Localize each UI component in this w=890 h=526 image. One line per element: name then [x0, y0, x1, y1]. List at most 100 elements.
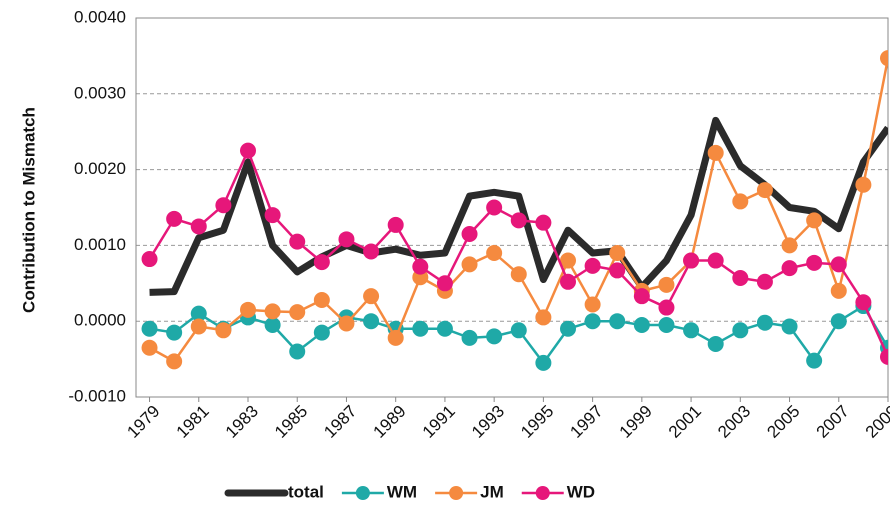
data-point [855, 294, 872, 311]
y-tick-label: 0.0040 [74, 7, 126, 26]
data-point [387, 216, 404, 233]
x-tick-label: 2007 [813, 402, 853, 442]
data-point [141, 339, 158, 356]
legend-marker [355, 486, 370, 500]
data-point [560, 252, 576, 269]
data-point [240, 142, 256, 159]
data-point [264, 207, 281, 224]
data-point [806, 212, 823, 229]
data-point [166, 210, 183, 227]
data-point [289, 233, 306, 250]
data-point [732, 269, 749, 286]
data-point [658, 316, 675, 333]
data-point [338, 315, 355, 332]
y-tick-label: 0.0030 [74, 83, 126, 102]
data-point [510, 212, 527, 229]
data-point [486, 244, 503, 261]
data-point [215, 322, 232, 339]
x-tick-label: 2003 [714, 402, 754, 442]
data-point [683, 252, 700, 269]
y-axis-label: Contribution to Mismatch [19, 107, 38, 313]
plot-area [141, 50, 888, 371]
data-point [707, 144, 724, 161]
data-point [264, 303, 281, 320]
data-point [313, 254, 330, 271]
data-point [658, 299, 675, 316]
legend-label: total [288, 482, 324, 501]
data-point [560, 273, 576, 290]
data-point [190, 218, 207, 235]
data-point [240, 301, 256, 318]
y-tick-label: -0.0010 [68, 386, 126, 405]
data-point [436, 320, 453, 337]
data-point [633, 288, 650, 305]
data-point [609, 313, 626, 330]
data-point [215, 197, 232, 214]
data-point [461, 226, 478, 243]
x-tick-label: 2009 [862, 402, 890, 442]
x-tick-label: 1997 [566, 402, 606, 442]
data-point [781, 237, 798, 254]
data-point [486, 199, 503, 216]
data-point [363, 313, 380, 330]
data-point [756, 182, 773, 199]
data-point [756, 314, 773, 331]
x-tick-label: 2005 [763, 402, 803, 442]
data-point [412, 320, 429, 337]
legend-label: WM [387, 482, 417, 501]
data-point [707, 335, 724, 352]
data-point [806, 352, 823, 369]
data-point [412, 258, 429, 275]
data-point [830, 313, 847, 330]
data-point [510, 266, 527, 283]
data-point [560, 320, 576, 337]
legend: total WM JM WD [224, 482, 595, 501]
x-tick-label: 1985 [271, 402, 311, 442]
plot-frame [135, 17, 889, 398]
x-tick-label: 1989 [370, 402, 410, 442]
data-point [830, 256, 847, 273]
data-point [461, 329, 478, 346]
data-point [781, 318, 798, 335]
y-tick-label: 0.0010 [74, 235, 126, 254]
data-point [707, 252, 724, 269]
data-point [658, 276, 675, 293]
data-point [289, 343, 306, 360]
data-point [880, 50, 888, 67]
data-point [486, 328, 503, 345]
data-point [535, 214, 552, 231]
data-point [363, 288, 380, 305]
data-point [609, 244, 626, 261]
legend-label: WD [567, 482, 595, 501]
data-point [732, 322, 749, 339]
x-tick-label: 1979 [123, 402, 163, 442]
legend-marker [449, 486, 464, 500]
y-tick-label: 0.0000 [74, 311, 126, 330]
legend-marker [535, 486, 550, 500]
data-point [141, 251, 158, 268]
data-point [683, 322, 700, 339]
grid [136, 17, 888, 398]
data-point [855, 176, 872, 193]
x-tick-label: 1987 [320, 402, 360, 442]
data-point [584, 296, 601, 313]
data-point [436, 275, 453, 292]
data-point [363, 243, 380, 260]
data-point [387, 329, 404, 346]
data-point [584, 313, 601, 330]
x-tick-label: 1995 [517, 402, 557, 442]
data-point [190, 305, 207, 322]
data-point [756, 273, 773, 290]
data-point [338, 231, 355, 248]
data-point [584, 257, 601, 274]
x-tick-label: 1999 [616, 402, 656, 442]
data-point [289, 304, 306, 321]
data-point [166, 353, 183, 370]
data-point [781, 260, 798, 277]
data-point [806, 254, 823, 271]
data-point [510, 322, 527, 339]
data-point [313, 291, 330, 308]
data-point [264, 316, 281, 333]
data-point [535, 309, 552, 326]
